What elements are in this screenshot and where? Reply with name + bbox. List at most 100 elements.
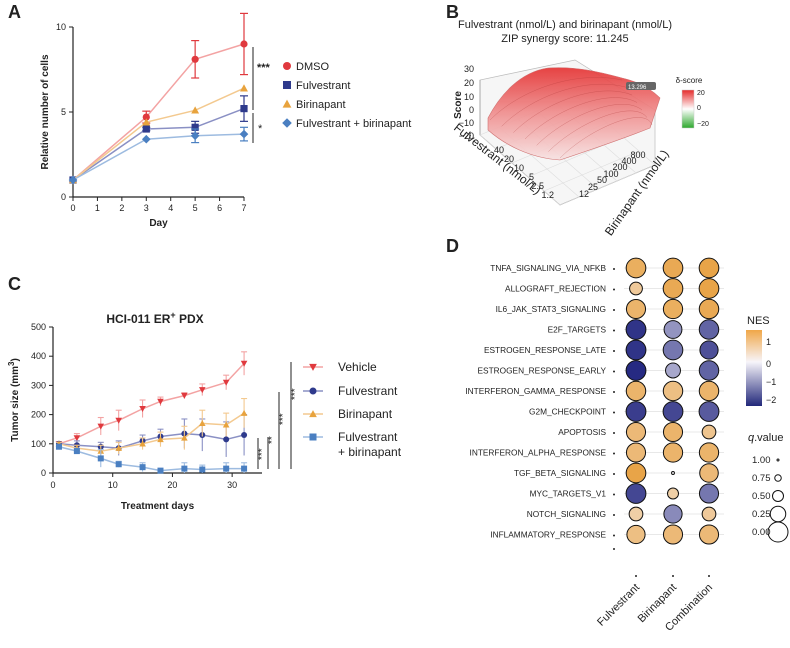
c-data-point — [73, 448, 80, 455]
d-dot — [625, 442, 647, 463]
d-dot — [625, 257, 647, 279]
a-legend-label: DMSO — [296, 61, 329, 73]
d-row-tick — [613, 329, 615, 332]
c-y-axis-label: Tumor size (mm3) — [7, 358, 21, 442]
a-legend-marker — [282, 118, 292, 128]
b-colorbar-tick: −20 — [697, 121, 709, 128]
d-col-tick — [708, 575, 710, 577]
d-dot — [698, 442, 720, 463]
d-nes-tick: 1 — [766, 337, 771, 347]
d-row-tick — [613, 432, 615, 434]
a-legend-marker — [282, 99, 292, 108]
d-row-tick — [613, 411, 615, 414]
a-x-tick-label: 7 — [241, 203, 246, 213]
d-dot — [626, 524, 646, 545]
a-data-point — [240, 40, 248, 48]
a-data-point — [190, 131, 200, 141]
d-dot — [662, 278, 684, 299]
d-q-legend-dot — [774, 474, 782, 482]
c-legend-marker — [309, 410, 317, 418]
d-pathway-label: IL6_JAK_STAT3_SIGNALING — [496, 304, 606, 314]
panel-label-d: D — [446, 236, 459, 256]
c-y-tick-label: 500 — [31, 322, 46, 332]
b-z-axis-label: Score — [453, 91, 464, 119]
c-title-sup: + — [170, 310, 175, 320]
panel-d-chart: D TNFA_SIGNALING_VIA_NFKB ALLOGRAFT_REJEC… — [446, 236, 789, 634]
d-dot — [701, 424, 717, 440]
c-x-tick-label: 10 — [108, 480, 118, 490]
b-z-tick-label: 30 — [464, 64, 474, 74]
c-x-tick-label: 20 — [167, 480, 177, 490]
d-dot — [698, 401, 720, 422]
a-x-tick-label: 2 — [119, 203, 124, 213]
a-data-point — [142, 113, 150, 121]
c-legend-label: Fulvestrant — [338, 384, 398, 398]
b-colorbar-tick: 20 — [697, 90, 705, 97]
b-z-tick-label: 0 — [469, 105, 474, 115]
d-dot — [667, 487, 679, 500]
d-dot — [662, 442, 684, 463]
c-y-tick-label: 0 — [41, 468, 46, 478]
c-data-point — [139, 440, 146, 447]
b-y-tick-label: 800 — [630, 150, 645, 160]
c-y-tick-label: 300 — [31, 380, 46, 390]
d-pathway-label: INFLAMMATORY_RESPONSE — [490, 530, 606, 540]
a-legend-label: Birinapant — [296, 99, 346, 111]
d-dot — [662, 298, 684, 320]
d-dot — [625, 401, 647, 422]
b-x-tick-label: 10 — [514, 163, 524, 173]
d-row-tick — [613, 534, 615, 537]
b-y-tick-label: 400 — [621, 156, 636, 166]
d-pathway-label: APOPTOSIS — [558, 427, 606, 437]
c-data-point — [97, 455, 104, 462]
d-pathway-label: TGF_BETA_SIGNALING — [514, 468, 606, 478]
d-dot — [625, 319, 647, 340]
d-pathway-label: MYC_TARGETS_V1 — [530, 489, 607, 499]
c-data-point — [222, 421, 230, 428]
c-y-tick-label: 400 — [31, 351, 46, 361]
d-dot — [699, 463, 719, 483]
d-nes-tick: −2 — [766, 395, 776, 405]
c-data-point — [139, 464, 146, 471]
b-y-tick-label: 12 — [579, 189, 589, 199]
a-data-point — [239, 129, 249, 139]
d-row-tick — [613, 391, 615, 393]
panel-label-b: B — [446, 2, 459, 22]
c-sig-label: ** — [267, 436, 278, 444]
c-data-point — [73, 435, 81, 442]
d-dot — [663, 504, 683, 524]
d-dot — [663, 320, 683, 339]
d-dot — [625, 298, 647, 320]
a-x-tick-label: 5 — [193, 203, 198, 213]
d-nes-title: NES — [747, 315, 770, 327]
d-dot — [665, 362, 681, 379]
c-data-point — [115, 417, 122, 424]
d-pathway-label: ESTROGEN_RESPONSE_EARLY — [478, 366, 607, 376]
a-data-point — [191, 106, 200, 114]
d-dot — [625, 462, 647, 484]
c-data-point — [223, 436, 230, 443]
c-title: HCI-011 ER+ PDX — [106, 310, 203, 326]
panel-label-a: A — [8, 2, 21, 22]
b-z-tick-label: −20 — [459, 131, 474, 141]
c-series-line — [58, 445, 245, 472]
b-colorbar-tick: 0 — [697, 105, 701, 112]
d-pathway-label: TNFA_SIGNALING_VIA_NFKB — [490, 263, 606, 273]
a-y-tick-label: 10 — [56, 22, 66, 32]
d-dot — [699, 340, 719, 360]
b-z-tick-label: −10 — [459, 118, 474, 128]
a-sig-label: * — [258, 123, 263, 135]
a-y-tick-label: 5 — [61, 107, 66, 117]
c-legend-label: + birinapant — [338, 445, 402, 459]
b-floor-grid — [559, 164, 656, 206]
b-y-tick-label: 50 — [597, 175, 607, 185]
c-data-point — [157, 436, 164, 443]
a-x-tick-label: 1 — [95, 203, 100, 213]
c-legend-marker — [309, 363, 317, 371]
d-dot — [625, 380, 647, 402]
c-data-point — [115, 461, 122, 468]
b-y-tick-label: 100 — [603, 169, 618, 179]
d-dot — [698, 257, 720, 279]
a-x-tick-label: 6 — [217, 203, 222, 213]
